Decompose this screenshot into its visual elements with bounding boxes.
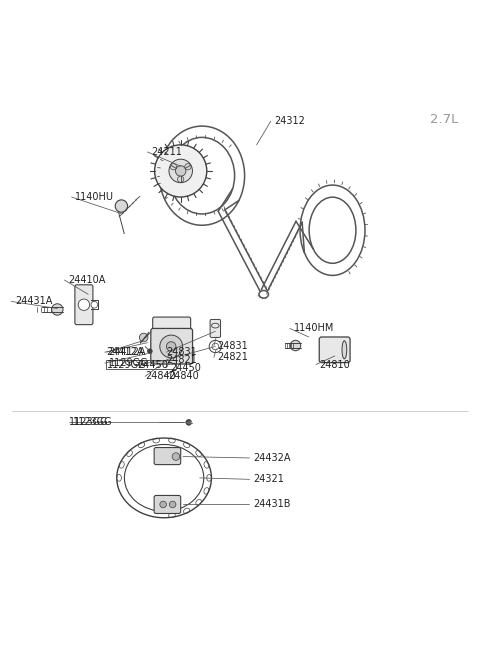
- Circle shape: [169, 501, 176, 508]
- Text: 24840: 24840: [145, 371, 176, 381]
- Circle shape: [170, 164, 177, 170]
- Circle shape: [160, 501, 167, 508]
- Text: 1140HM: 1140HM: [294, 324, 334, 333]
- Circle shape: [290, 341, 301, 350]
- Text: 24431B: 24431B: [253, 499, 291, 509]
- Circle shape: [167, 342, 176, 351]
- Ellipse shape: [342, 341, 347, 359]
- Circle shape: [178, 176, 184, 182]
- Text: 24831: 24831: [167, 347, 197, 357]
- Text: 24450: 24450: [137, 360, 168, 369]
- Circle shape: [186, 420, 192, 425]
- Circle shape: [172, 453, 180, 460]
- Text: 1129GG: 1129GG: [108, 358, 148, 368]
- Text: 24410A: 24410A: [68, 275, 106, 285]
- Text: 24211: 24211: [151, 147, 182, 157]
- Circle shape: [147, 349, 152, 354]
- Text: 1123GG: 1123GG: [73, 417, 113, 428]
- Text: 24431A: 24431A: [15, 297, 52, 307]
- Text: 24412A: 24412A: [108, 347, 146, 357]
- Circle shape: [160, 335, 182, 358]
- Text: 1140HU: 1140HU: [75, 192, 114, 202]
- Text: 24810: 24810: [320, 360, 350, 369]
- FancyBboxPatch shape: [153, 317, 191, 334]
- Text: 24321: 24321: [253, 474, 284, 484]
- FancyBboxPatch shape: [75, 285, 93, 325]
- Text: 24821: 24821: [218, 352, 249, 362]
- Text: 24831: 24831: [218, 341, 249, 350]
- Text: 24450: 24450: [170, 363, 201, 373]
- FancyBboxPatch shape: [154, 495, 180, 514]
- Circle shape: [176, 166, 186, 176]
- Circle shape: [169, 159, 192, 183]
- Circle shape: [78, 299, 90, 310]
- Text: 24821: 24821: [167, 355, 197, 365]
- FancyBboxPatch shape: [154, 447, 180, 464]
- Text: 1123GG: 1123GG: [69, 417, 109, 428]
- Circle shape: [185, 164, 191, 170]
- Circle shape: [115, 200, 128, 212]
- Circle shape: [52, 304, 63, 315]
- FancyBboxPatch shape: [151, 328, 192, 364]
- Circle shape: [139, 333, 148, 342]
- Text: 24412A: 24412A: [107, 347, 144, 357]
- Text: 24432A: 24432A: [253, 453, 291, 463]
- Text: 1129GG: 1129GG: [107, 360, 146, 369]
- FancyBboxPatch shape: [210, 320, 220, 337]
- Text: 2.7L: 2.7L: [430, 113, 458, 126]
- Text: 24840: 24840: [168, 371, 199, 381]
- Circle shape: [155, 145, 207, 197]
- Circle shape: [91, 301, 97, 308]
- FancyBboxPatch shape: [319, 337, 350, 363]
- Text: 24312: 24312: [275, 116, 305, 126]
